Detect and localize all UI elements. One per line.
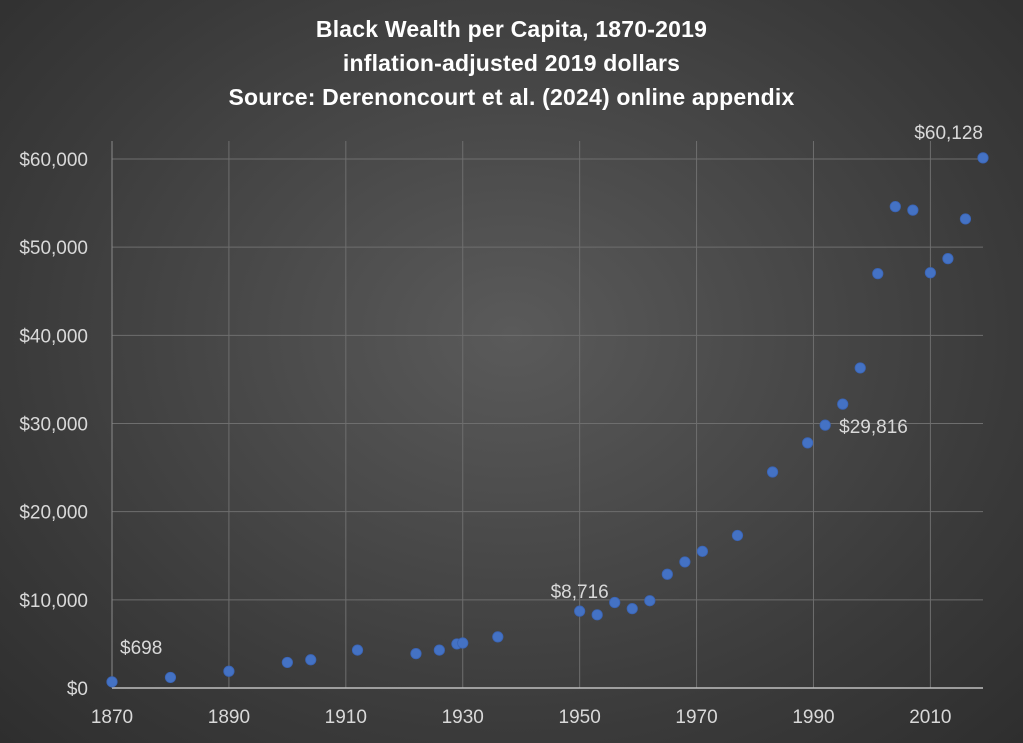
chart-source: Source: Derenoncourt et al. (2024) onlin… xyxy=(228,84,795,110)
data-point xyxy=(644,595,656,607)
x-tick-label: 2010 xyxy=(909,707,951,728)
chart-title-block: Black Wealth per Capita, 1870-2019 infla… xyxy=(0,12,1023,114)
data-point xyxy=(457,637,469,649)
data-point xyxy=(802,437,814,449)
y-tick-label: $0 xyxy=(67,679,88,700)
data-point xyxy=(574,605,586,617)
data-point xyxy=(854,362,866,374)
x-tick-label: 1930 xyxy=(442,707,484,728)
data-point xyxy=(433,644,445,656)
x-tick-label: 1870 xyxy=(91,707,133,728)
y-tick-label: $40,000 xyxy=(19,326,88,347)
data-label: $60,128 xyxy=(914,123,983,144)
data-point xyxy=(889,201,901,213)
y-tick-label: $20,000 xyxy=(19,503,88,524)
x-tick-label: 1950 xyxy=(559,707,601,728)
data-point xyxy=(924,267,936,279)
data-point xyxy=(609,596,621,609)
y-tick-label: $50,000 xyxy=(19,238,88,259)
label-layer: $698 $8,716 $29,816 $60,128 xyxy=(120,123,983,659)
data-point xyxy=(106,676,118,688)
y-tick-label: $30,000 xyxy=(19,415,88,436)
chart-title: Black Wealth per Capita, 1870-2019 xyxy=(315,16,708,42)
y-tick-label: $10,000 xyxy=(19,591,88,612)
data-point xyxy=(959,213,972,225)
data-point xyxy=(837,398,849,410)
data-point xyxy=(679,556,691,568)
data-label: $8,716 xyxy=(551,582,609,603)
grid-layer xyxy=(112,141,983,688)
y-tick-label: $60,000 xyxy=(19,150,88,171)
data-point xyxy=(696,545,709,557)
data-point xyxy=(872,268,884,280)
data-label: $698 xyxy=(120,638,162,659)
x-tick-label: 1910 xyxy=(325,707,367,728)
axis-layer: $0 $10,000 $20,000 $30,000 $40,000 $50,000 $60… xyxy=(19,141,983,728)
data-point xyxy=(907,204,919,216)
data-point xyxy=(731,529,744,542)
data-point xyxy=(819,419,831,431)
data-point xyxy=(410,648,422,660)
data-point xyxy=(223,665,235,677)
point-layer xyxy=(106,152,989,688)
data-point xyxy=(305,654,317,666)
data-point xyxy=(164,671,177,684)
data-point xyxy=(661,568,673,580)
x-tick-label: 1970 xyxy=(675,707,717,728)
data-point xyxy=(281,656,293,669)
x-tick-label: 1990 xyxy=(792,707,834,728)
data-point xyxy=(351,644,364,656)
data-point xyxy=(591,609,603,621)
chart-subtitle: inflation-adjusted 2019 dollars xyxy=(342,50,681,76)
data-point xyxy=(766,466,779,478)
x-tick-label: 1890 xyxy=(208,707,250,728)
data-point xyxy=(492,631,504,643)
data-point xyxy=(626,603,638,615)
data-point xyxy=(977,152,989,164)
data-label: $29,816 xyxy=(839,417,908,438)
data-point xyxy=(942,253,954,265)
